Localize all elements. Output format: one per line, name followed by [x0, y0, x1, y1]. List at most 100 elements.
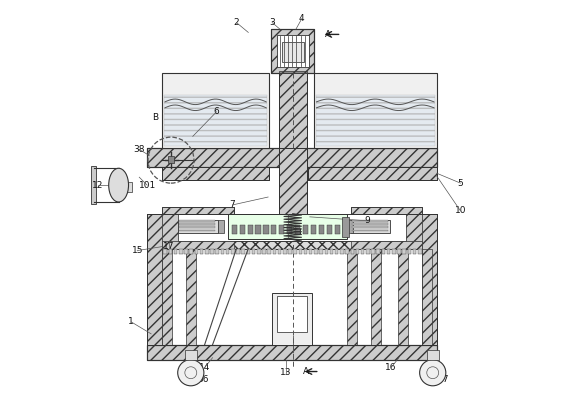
Bar — [210, 249, 214, 254]
Bar — [308, 167, 437, 180]
Bar — [350, 220, 390, 233]
Text: 8: 8 — [295, 228, 301, 237]
Bar — [319, 249, 323, 254]
Bar — [398, 249, 408, 345]
Text: 17: 17 — [163, 242, 175, 251]
Bar — [311, 225, 316, 234]
Bar — [279, 148, 307, 214]
Text: A: A — [324, 30, 331, 39]
Bar — [356, 249, 360, 254]
Bar — [147, 148, 437, 167]
Bar — [195, 249, 198, 254]
Bar — [272, 225, 277, 234]
Bar — [345, 249, 349, 254]
Bar — [335, 225, 340, 234]
Bar — [228, 214, 348, 239]
Bar — [179, 230, 215, 231]
Bar — [283, 249, 286, 254]
Bar — [147, 148, 437, 167]
Text: 15: 15 — [132, 246, 143, 255]
Bar — [413, 249, 416, 254]
Text: 6: 6 — [214, 107, 219, 116]
Bar — [273, 249, 276, 254]
Bar — [352, 226, 388, 228]
Bar — [340, 249, 344, 254]
Bar — [421, 214, 437, 345]
Text: 37: 37 — [437, 375, 448, 384]
Bar — [91, 166, 97, 204]
Bar — [348, 249, 357, 345]
Bar — [162, 242, 422, 249]
Bar — [147, 345, 437, 360]
Bar — [179, 220, 215, 222]
Bar — [387, 249, 390, 254]
Text: 1: 1 — [128, 318, 134, 326]
Circle shape — [178, 360, 204, 386]
Text: 9: 9 — [365, 217, 370, 225]
Bar — [278, 249, 281, 254]
Text: 14: 14 — [199, 363, 210, 372]
Bar — [279, 73, 307, 148]
Bar — [421, 214, 437, 345]
Bar — [189, 249, 193, 254]
Text: 7: 7 — [229, 201, 235, 209]
Bar — [277, 35, 308, 67]
Bar — [179, 223, 215, 225]
Bar — [232, 225, 237, 234]
Text: 36: 36 — [197, 375, 208, 384]
Bar — [350, 207, 422, 214]
Bar — [236, 249, 240, 254]
Bar — [299, 249, 302, 254]
Bar — [304, 249, 307, 254]
Bar — [277, 296, 307, 332]
Bar — [287, 225, 293, 234]
Bar — [257, 249, 261, 254]
Bar — [371, 249, 381, 345]
Bar — [179, 226, 215, 228]
Bar — [382, 249, 385, 254]
Bar — [218, 220, 224, 233]
Bar — [346, 220, 353, 233]
Bar — [147, 214, 162, 345]
Bar — [293, 249, 297, 254]
Text: B: B — [152, 113, 158, 122]
Bar — [162, 214, 178, 242]
Bar — [314, 73, 437, 148]
Bar — [162, 242, 422, 249]
Bar — [308, 167, 437, 180]
Bar — [200, 249, 203, 254]
Bar — [397, 249, 401, 254]
Text: 13: 13 — [280, 368, 292, 377]
Bar — [352, 220, 388, 222]
Bar — [220, 249, 224, 254]
Bar — [392, 249, 396, 254]
Bar — [352, 230, 388, 231]
Bar — [226, 249, 229, 254]
Bar — [272, 29, 314, 73]
Bar — [341, 217, 349, 237]
Bar — [126, 182, 132, 192]
Bar — [279, 71, 307, 73]
Bar — [205, 249, 208, 254]
Bar — [162, 214, 178, 242]
Bar — [164, 249, 167, 254]
Bar — [377, 249, 380, 254]
Bar — [174, 249, 177, 254]
Bar — [406, 214, 422, 242]
Bar — [185, 350, 197, 360]
Bar — [169, 249, 172, 254]
Text: A: A — [303, 367, 309, 376]
Bar — [162, 249, 172, 345]
Circle shape — [420, 360, 446, 386]
Bar — [147, 214, 162, 345]
Text: 12: 12 — [92, 181, 103, 189]
Bar — [418, 249, 421, 254]
Bar — [241, 249, 245, 254]
Bar — [162, 207, 233, 214]
Bar — [329, 249, 333, 254]
Bar — [264, 225, 269, 234]
Bar — [272, 29, 314, 73]
Text: 5: 5 — [458, 179, 463, 187]
Text: 38: 38 — [133, 145, 145, 154]
Bar — [240, 225, 245, 234]
